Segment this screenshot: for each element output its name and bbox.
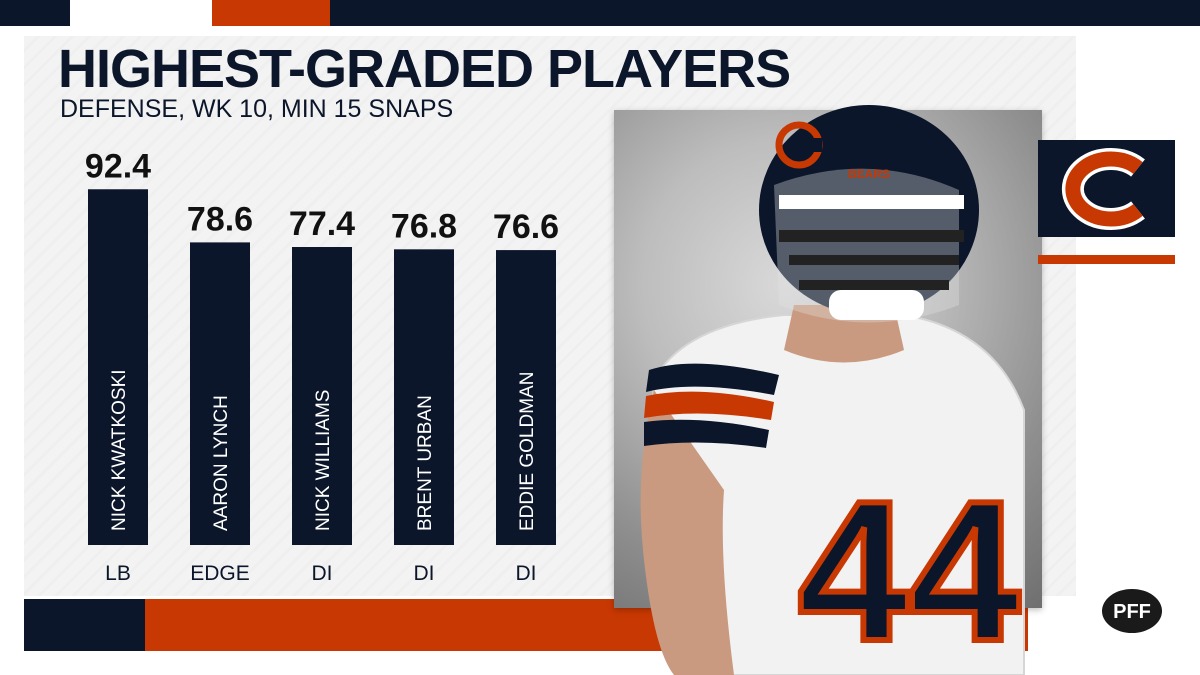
chart-title: HIGHEST-GRADED PLAYERS [58, 39, 791, 99]
position-label-5: DI [516, 562, 537, 585]
value-label-5: 76.6 [493, 208, 559, 246]
top-bar-orange [212, 0, 330, 26]
chart-subtitle: DEFENSE, WK 10, MIN 15 SNAPS [60, 95, 454, 123]
bar-player-name-5: EDDIE GOLDMAN [517, 372, 538, 531]
value-label-3: 77.4 [289, 205, 355, 243]
position-label-1: LB [105, 562, 131, 585]
bar-4 [394, 249, 454, 545]
position-label-3: DI [312, 562, 333, 585]
top-bar-white [70, 0, 212, 26]
value-label-1: 92.4 [85, 147, 151, 185]
bears-c-logo-icon [1061, 148, 1145, 230]
player-photo: BEARS 44 [640, 105, 1025, 675]
bottom-bar-navy [24, 599, 145, 651]
value-label-2: 78.6 [187, 200, 253, 238]
bar-1 [88, 189, 148, 545]
value-label-4: 76.8 [391, 207, 457, 245]
bar-5 [496, 250, 556, 545]
jersey-number: 44 [798, 460, 1020, 675]
helmet-text: BEARS [848, 167, 890, 181]
pff-logo-icon: PFF [1102, 589, 1162, 633]
team-logo-box [1038, 140, 1175, 237]
bar-2 [190, 242, 250, 545]
pff-logo-text: PFF [1113, 601, 1151, 623]
bar-player-name-3: NICK WILLIAMS [313, 390, 334, 531]
top-bar-navy-left [0, 0, 70, 26]
bar-player-name-2: AARON LYNCH [211, 395, 232, 531]
bar-3 [292, 247, 352, 545]
position-label-2: EDGE [190, 562, 250, 585]
top-bar-navy-right [330, 0, 1200, 26]
logo-stripe [1038, 255, 1175, 264]
bar-player-name-1: NICK KWATKOSKI [109, 369, 130, 531]
position-label-4: DI [414, 562, 435, 585]
bar-player-name-4: BRENT URBAN [415, 395, 436, 531]
